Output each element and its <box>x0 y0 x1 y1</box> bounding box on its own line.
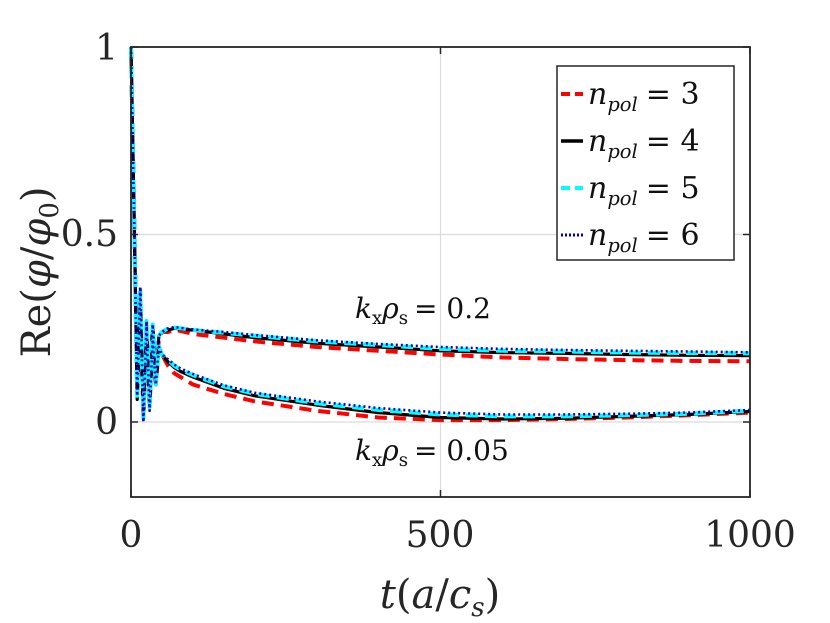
x-tick-label-2: 1000 <box>704 515 796 556</box>
y-tick-label-1: 0.5 <box>61 214 118 255</box>
series-line-3 <box>129 46 751 409</box>
annotation-lower: kxρs = 0.05 <box>355 434 509 471</box>
legend-box <box>556 65 735 261</box>
x-axis-title: t(a/cs) <box>380 572 500 623</box>
y-tick-label-2: 1 <box>95 28 118 69</box>
annotation-upper: kxρs = 0.2 <box>355 292 491 329</box>
legend-label-2: npol = 5 <box>588 171 700 210</box>
legend-label-0: npol = 3 <box>588 77 700 116</box>
series-line-0 <box>129 46 751 402</box>
y-tick-label-0: 0 <box>95 402 118 443</box>
legend-label-3: npol = 6 <box>588 218 700 257</box>
legend-label-1: npol = 4 <box>588 124 700 163</box>
ticks <box>130 46 751 497</box>
x-tick-label-0: 0 <box>120 515 143 556</box>
series-group <box>129 46 751 424</box>
y-axis-title: Re(φ/φ0) <box>14 186 65 357</box>
legend: npol = 3 npol = 4 npol = 5 npol = 6 <box>556 65 735 261</box>
x-tick-label-1: 500 <box>406 515 475 556</box>
